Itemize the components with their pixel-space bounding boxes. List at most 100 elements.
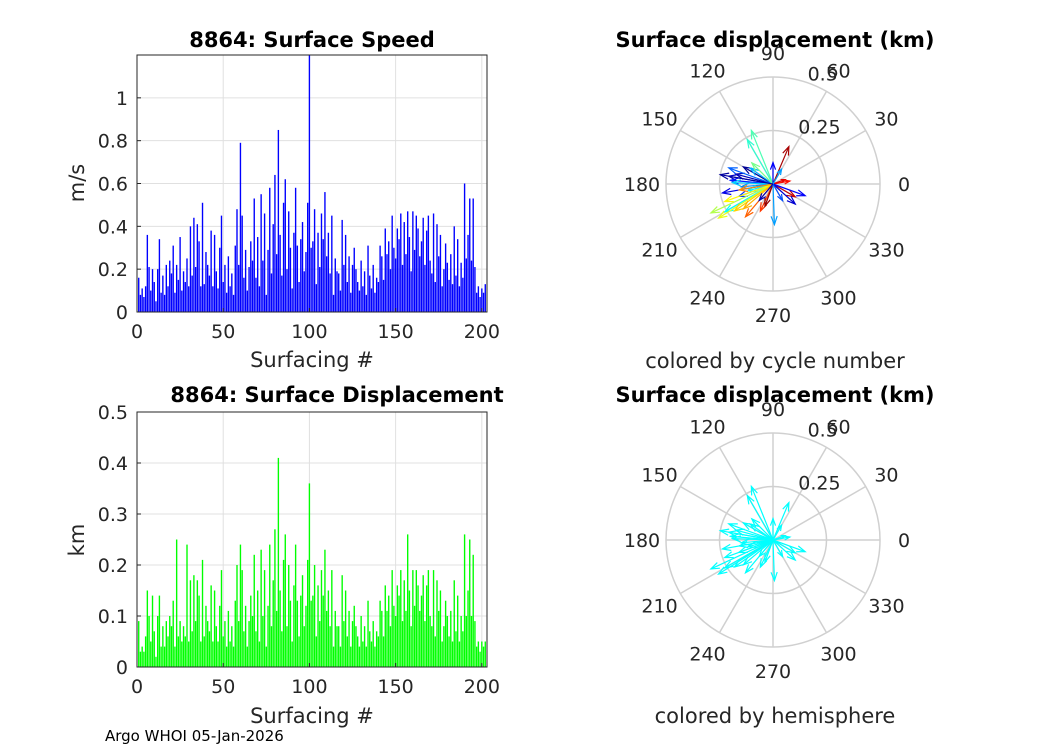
arrow-head [783,179,792,185]
arrow-shaft [772,539,796,561]
bar [315,284,317,312]
arrow-shaft [728,167,774,185]
bar [144,286,147,312]
bar [405,254,407,312]
bar [141,288,143,312]
speed-xlabel: Surfacing # [250,348,374,372]
x-tick-label: 0 [131,676,143,698]
bar [386,610,388,667]
bar [241,570,243,667]
arrow-head [748,167,760,176]
bar [425,230,428,312]
arrow-head [796,545,807,553]
arrow-head [770,215,778,227]
bar [370,641,373,667]
bar [186,544,188,667]
bar [212,641,214,667]
bar [191,275,193,312]
bar [422,217,424,312]
arrow-head [733,559,744,569]
bar [381,256,383,312]
arrow-head [746,138,755,149]
bar [157,616,159,667]
bar [260,549,262,667]
bar [181,641,183,667]
bar [288,211,290,312]
angle-label: 30 [874,109,898,131]
arrow-head [750,484,758,496]
bar [436,580,438,667]
displacement-arrow [769,160,777,184]
bar [327,232,330,312]
bar [407,534,409,667]
arrow-shaft [746,139,774,185]
arrow-head [748,523,760,532]
bar [217,641,219,667]
arrow-shaft [772,535,786,541]
bar [194,621,197,667]
displacement-arrow [772,500,790,541]
arrow-head [730,179,742,187]
bar [360,260,362,312]
bar [412,211,414,312]
bar [441,641,443,667]
bar [251,260,254,312]
x-tick-label: 200 [464,321,500,343]
bar [281,631,283,667]
bar [194,267,197,312]
compass-cycle-arrows [709,128,807,227]
bar [275,610,278,667]
x-tick-label: 150 [377,676,413,698]
bar [296,600,299,667]
bar [463,534,466,667]
bar [438,610,440,667]
bar [465,258,467,312]
bar [163,294,166,312]
radius-label: 0.25 [798,116,840,138]
bar [150,290,152,312]
bar [429,616,431,667]
bar [467,234,469,312]
bar [158,595,161,667]
bar [281,275,283,312]
bar [319,267,321,312]
bar [151,595,154,667]
bar [265,646,267,667]
arrow-head [776,523,783,532]
bar [229,286,231,312]
bar [344,234,347,312]
arrow-head [758,193,767,202]
bar [179,237,181,312]
arrow-shaft [732,537,774,541]
bar [262,616,264,667]
bar [217,288,219,312]
compass-hemisphere-panel: 0 30 60 90 120 150 180 210 240 270 300 330 0.25 0.5 S… [615,383,934,728]
bar [143,297,145,312]
bar [441,286,443,312]
bar [205,605,207,667]
bar [170,626,173,667]
bar [207,621,209,667]
angle-label: 30 [874,465,898,487]
bar [201,559,204,667]
bar [367,600,369,667]
bar [394,258,397,312]
arrow-shaft [743,539,774,566]
bar [339,646,342,667]
arrow-shaft [772,502,790,541]
displacement-ticks: 0 50 100 150 200 0 0.1 0.2 0.3 0.4 0.5 [98,402,500,698]
bar [415,215,417,312]
bar [303,271,305,312]
bar [139,651,142,667]
arrow-head [717,566,728,575]
bar [382,636,385,667]
bar [198,595,200,667]
bar [357,282,359,312]
arrow-head [742,200,753,210]
arrow-shaft [734,183,774,212]
bar [138,621,140,667]
angle-label: 330 [868,596,904,618]
x-tick-label: 50 [211,321,235,343]
bar [155,301,157,312]
radius-label: 0.25 [798,472,840,494]
